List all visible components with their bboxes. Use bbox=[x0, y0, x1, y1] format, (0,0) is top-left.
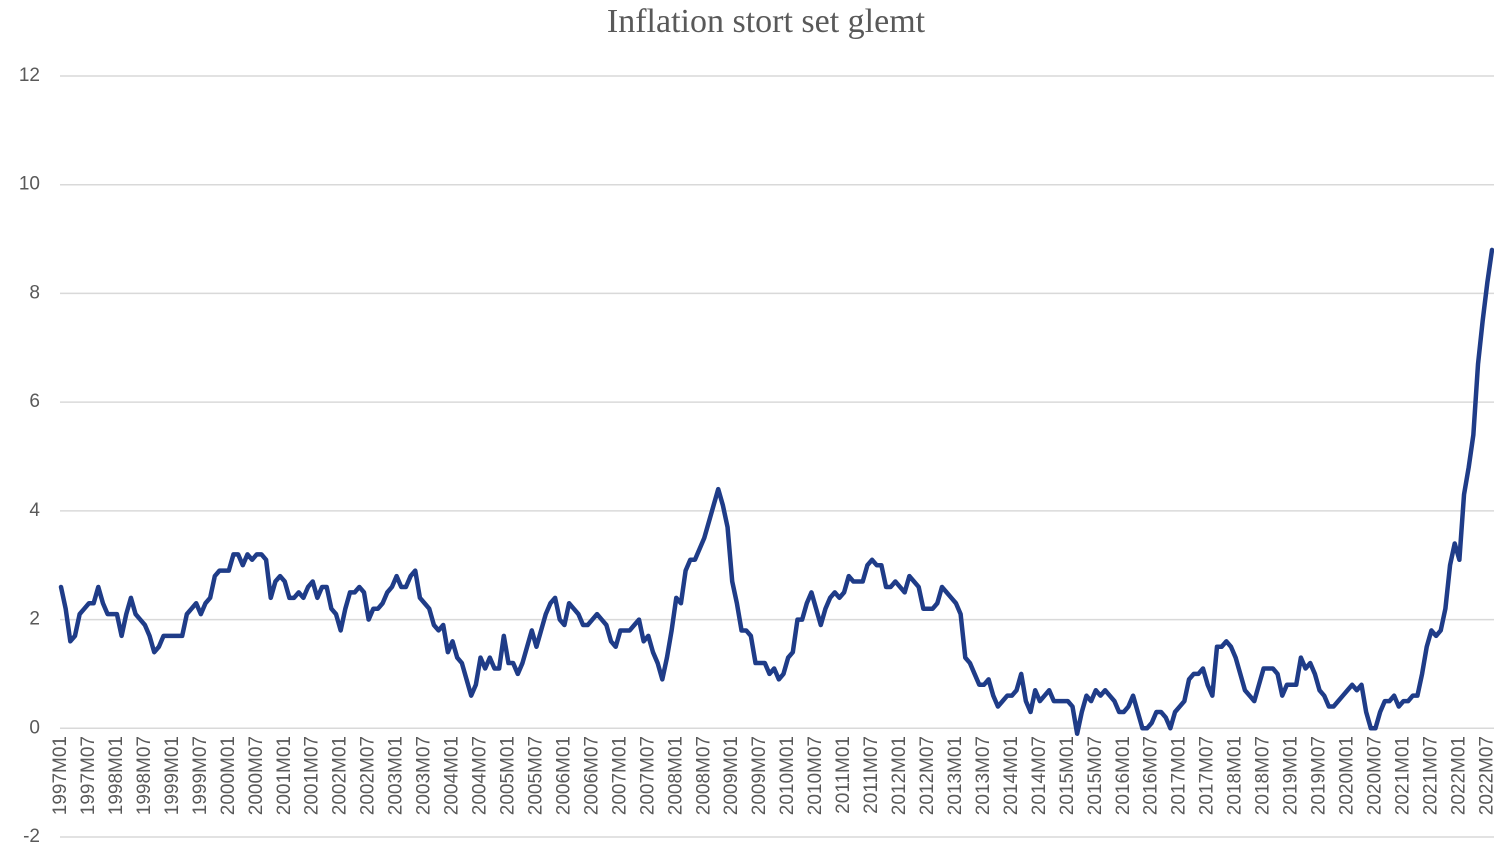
y-tick-label: 0 bbox=[29, 717, 40, 738]
y-tick-label: 2 bbox=[29, 609, 40, 630]
x-tick-label: 2013M01 bbox=[945, 736, 966, 815]
x-tick-label: 2007M07 bbox=[637, 736, 658, 815]
x-tick-label: 2002M01 bbox=[330, 736, 351, 815]
x-tick-label: 2000M01 bbox=[218, 736, 239, 815]
x-tick-label: 2021M07 bbox=[1420, 736, 1441, 815]
x-tick-label: 2000M07 bbox=[246, 736, 267, 815]
x-tick-label: 2020M07 bbox=[1364, 736, 1385, 815]
chart-title: Inflation stort set glemt bbox=[607, 3, 926, 40]
x-tick-label: 2010M07 bbox=[805, 736, 826, 815]
x-tick-label: 2017M01 bbox=[1169, 736, 1190, 815]
x-tick-label: 2001M01 bbox=[274, 736, 295, 815]
x-tick-label: 2011M01 bbox=[833, 736, 854, 814]
y-tick-label: -2 bbox=[23, 826, 40, 847]
x-tick-label: 2022M07 bbox=[1476, 736, 1494, 815]
x-tick-label: 2014M01 bbox=[1001, 736, 1022, 815]
x-tick-label: 2004M01 bbox=[442, 736, 463, 815]
x-tick-label: 2020M01 bbox=[1337, 736, 1358, 815]
line-series bbox=[58, 247, 1494, 736]
x-tick-label: 2004M07 bbox=[470, 736, 491, 815]
y-tick-label: 4 bbox=[29, 500, 40, 521]
x-tick-label: 1999M01 bbox=[162, 736, 183, 815]
x-tick-label: 2001M07 bbox=[302, 736, 323, 815]
x-tick-label: 2003M07 bbox=[414, 736, 435, 815]
x-tick-label: 2009M01 bbox=[721, 736, 742, 815]
x-tick-label: 2015M01 bbox=[1057, 736, 1078, 815]
x-tick-label: 2010M01 bbox=[777, 736, 798, 815]
x-tick-label: 2003M01 bbox=[386, 736, 407, 815]
x-tick-label: 1997M01 bbox=[50, 736, 71, 815]
x-tick-label: 2002M07 bbox=[358, 736, 379, 815]
y-tick-label: 10 bbox=[19, 174, 40, 195]
y-tick-label: 12 bbox=[19, 65, 40, 86]
x-tick-label: 1997M07 bbox=[78, 736, 99, 815]
x-tick-label: 2006M07 bbox=[581, 736, 602, 815]
x-tick-label: 2021M01 bbox=[1392, 736, 1413, 815]
y-tick-label: 8 bbox=[29, 282, 40, 303]
x-tick-label: 2016M01 bbox=[1113, 736, 1134, 815]
x-tick-label: 2019M07 bbox=[1309, 736, 1330, 815]
y-tick-label: 6 bbox=[29, 391, 40, 412]
x-tick-label: 2005M07 bbox=[525, 736, 546, 815]
x-tick-label: 2012M07 bbox=[917, 736, 938, 815]
x-tick-label: 1999M07 bbox=[190, 736, 211, 815]
x-tick-label: 2008M07 bbox=[693, 736, 714, 815]
x-tick-label: 1998M01 bbox=[106, 736, 127, 815]
x-tick-label: 2011M07 bbox=[861, 736, 882, 814]
x-tick-label: 2017M07 bbox=[1197, 736, 1218, 815]
x-tick-label: 2012M01 bbox=[889, 736, 910, 815]
x-tick-label: 2022M01 bbox=[1448, 736, 1469, 815]
x-tick-label: 2013M07 bbox=[973, 736, 994, 815]
x-tick-label: 2007M01 bbox=[609, 736, 630, 815]
x-tick-label: 2005M01 bbox=[497, 736, 518, 815]
x-tick-label: 2008M01 bbox=[665, 736, 686, 815]
x-tick-label: 2018M01 bbox=[1225, 736, 1246, 815]
x-tick-label: 1998M07 bbox=[134, 736, 155, 815]
x-tick-label: 2019M01 bbox=[1281, 736, 1302, 815]
x-tick-label: 2018M07 bbox=[1253, 736, 1274, 815]
x-tick-label: 2006M01 bbox=[553, 736, 574, 815]
x-tick-label: 2016M07 bbox=[1141, 736, 1162, 815]
x-tick-label: 2014M07 bbox=[1029, 736, 1050, 815]
x-tick-label: 2009M07 bbox=[749, 736, 770, 815]
x-tick-label: 2015M07 bbox=[1085, 736, 1106, 815]
